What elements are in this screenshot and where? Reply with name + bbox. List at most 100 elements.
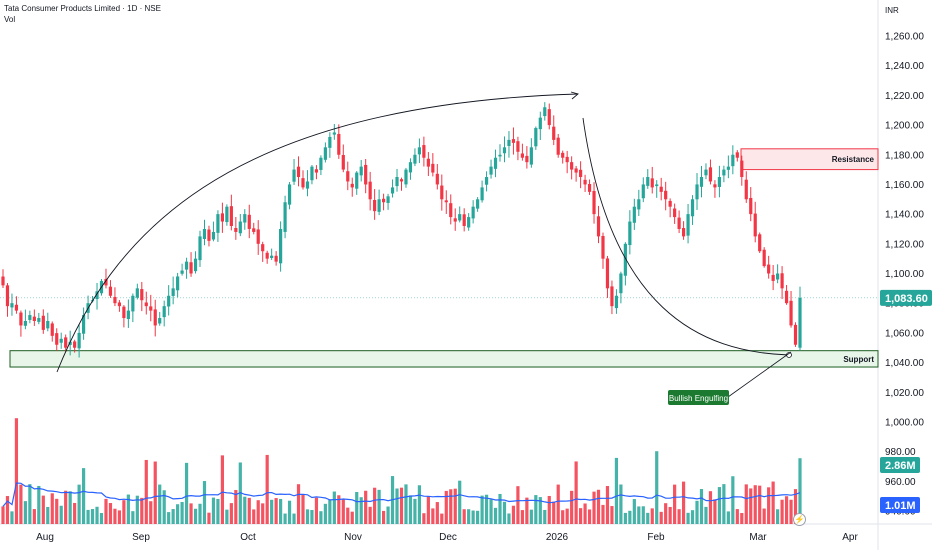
candle-body bbox=[579, 169, 583, 178]
volume-bar bbox=[319, 511, 323, 524]
volume-bar bbox=[122, 500, 126, 524]
candle-body bbox=[484, 177, 489, 185]
symbol-title: Tata Consumer Products Limited · 1D · NS… bbox=[4, 4, 161, 13]
candle-body bbox=[556, 137, 560, 155]
candle-body bbox=[735, 152, 739, 158]
price-tick-label: 960.00 bbox=[885, 477, 916, 488]
candle-body bbox=[323, 147, 327, 160]
volume-bar bbox=[520, 510, 524, 524]
candle-body bbox=[637, 199, 641, 210]
candle-body bbox=[95, 291, 99, 300]
candle-body bbox=[784, 290, 789, 304]
volume-bar bbox=[14, 418, 19, 524]
candle-body bbox=[207, 229, 211, 241]
time-axis-label: Oct bbox=[240, 532, 256, 543]
volume-ma-tag: 1.01M bbox=[885, 500, 916, 512]
volume-bar bbox=[543, 509, 547, 524]
volume-bar bbox=[708, 491, 713, 524]
volume-bar bbox=[583, 503, 587, 524]
volume-bar bbox=[211, 497, 216, 524]
volume-bar bbox=[180, 502, 184, 524]
candle-body bbox=[386, 196, 390, 203]
candle-body bbox=[583, 179, 587, 185]
volume-bar bbox=[744, 484, 748, 524]
candle-body bbox=[587, 184, 592, 192]
candle-body bbox=[771, 274, 775, 281]
volume-bar bbox=[247, 497, 251, 524]
candle-body bbox=[413, 154, 417, 164]
candle-body bbox=[668, 200, 672, 207]
volume-bar bbox=[81, 468, 86, 524]
candle-body bbox=[19, 312, 23, 326]
price-tick-label: 1,060.00 bbox=[885, 328, 924, 339]
candle-body bbox=[776, 273, 780, 280]
volume-bar bbox=[140, 497, 144, 524]
volume-bar bbox=[565, 508, 569, 524]
candle-body bbox=[337, 133, 341, 155]
candle-body bbox=[184, 261, 189, 270]
candle-body bbox=[144, 302, 148, 307]
volume-bar bbox=[453, 488, 457, 524]
candle-body bbox=[292, 169, 296, 182]
price-tick-label: 1,180.00 bbox=[885, 150, 924, 161]
volume-bar bbox=[731, 476, 735, 524]
volume-bar bbox=[798, 458, 802, 524]
volume-bar bbox=[632, 499, 636, 524]
candle-body bbox=[449, 203, 453, 218]
volume-bar bbox=[305, 509, 310, 524]
support-zone bbox=[9, 350, 879, 368]
candle-body bbox=[458, 214, 462, 221]
candle-body bbox=[41, 315, 45, 330]
volume-bar bbox=[771, 481, 775, 524]
candle-body bbox=[270, 255, 274, 258]
volume-bar bbox=[243, 496, 247, 524]
candle-body bbox=[534, 128, 538, 147]
volume-bar bbox=[440, 513, 444, 524]
candle-body bbox=[283, 202, 287, 232]
candle-body bbox=[650, 178, 654, 188]
candle-body bbox=[511, 139, 516, 143]
candle-body bbox=[453, 218, 457, 222]
volume-bar bbox=[55, 498, 59, 524]
candle-body bbox=[749, 197, 753, 215]
candle-body bbox=[444, 200, 448, 203]
candle-body bbox=[265, 252, 269, 259]
candle-body bbox=[368, 181, 372, 200]
candle-body bbox=[561, 152, 565, 158]
candle-body bbox=[476, 199, 480, 209]
candle-body bbox=[717, 177, 722, 187]
volume-bar bbox=[628, 510, 632, 524]
volume-bar bbox=[50, 493, 54, 524]
volume-bar bbox=[431, 508, 435, 524]
volume-bar bbox=[395, 488, 399, 524]
candle-body bbox=[699, 177, 704, 187]
currency-label[interactable]: INR bbox=[885, 6, 899, 15]
volume-bar bbox=[793, 489, 798, 524]
volume-bar bbox=[776, 509, 780, 524]
volume-bar bbox=[668, 506, 672, 524]
price-tick-label: 1,120.00 bbox=[885, 239, 924, 250]
candle-body bbox=[431, 163, 435, 173]
volume-bar bbox=[202, 481, 207, 524]
volume-bar bbox=[283, 513, 287, 524]
last-price-tag-box bbox=[880, 289, 932, 306]
volume-bar bbox=[108, 503, 113, 524]
volume-bar bbox=[104, 498, 108, 524]
volume-bar bbox=[113, 508, 117, 524]
volume-bar bbox=[37, 485, 41, 524]
candle-body bbox=[158, 318, 162, 324]
volume-bar bbox=[534, 495, 538, 524]
volume-bar bbox=[762, 508, 766, 524]
volume-bar bbox=[323, 503, 327, 524]
candle-body bbox=[641, 184, 645, 199]
flash-icon[interactable]: ⚡ bbox=[793, 513, 806, 526]
volume-bar bbox=[699, 489, 704, 524]
candle-body bbox=[565, 156, 569, 163]
volume-bar bbox=[162, 490, 166, 524]
candle-body bbox=[646, 177, 650, 186]
volume-bar bbox=[476, 510, 480, 524]
volume-ma-line bbox=[2, 482, 801, 507]
candle-body bbox=[305, 181, 310, 189]
